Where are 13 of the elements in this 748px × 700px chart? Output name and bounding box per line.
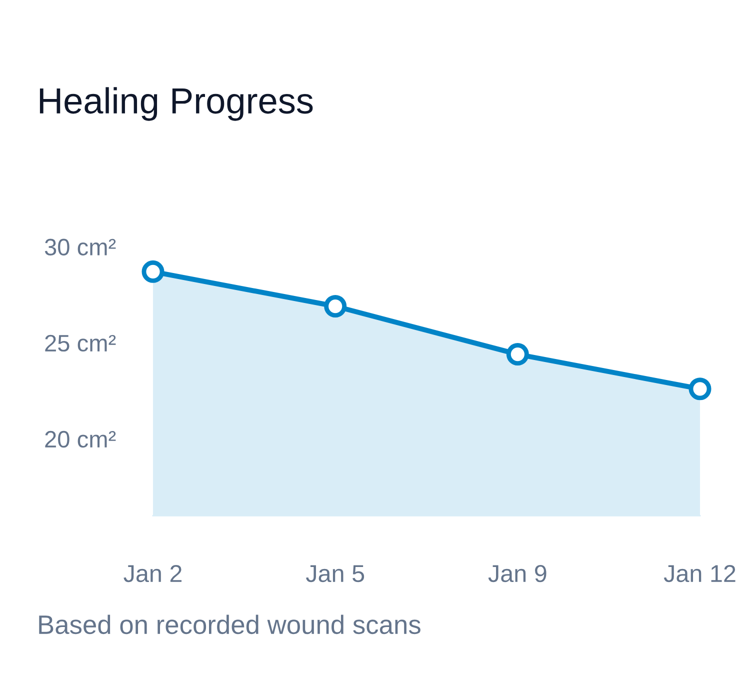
- x-tick-label: Jan 5: [306, 565, 364, 582]
- x-tick-label: Jan 2: [124, 564, 182, 582]
- point: [688, 378, 712, 400]
- text: Based on recorded wound scans: [39, 614, 420, 634]
- point: [506, 343, 529, 366]
- x-tick-label: Jan 9: [488, 564, 546, 582]
- point: [324, 295, 347, 318]
- chart-title: Healing Progress: [40, 87, 313, 121]
- x-tick-label: Jan 12: [664, 564, 736, 582]
- y-tick-label: 25 cm²: [45, 334, 116, 352]
- y-tick-label: 30 cm²: [44, 238, 116, 256]
- point: [142, 260, 164, 283]
- y-tick-label: 20 cm²: [45, 430, 116, 448]
